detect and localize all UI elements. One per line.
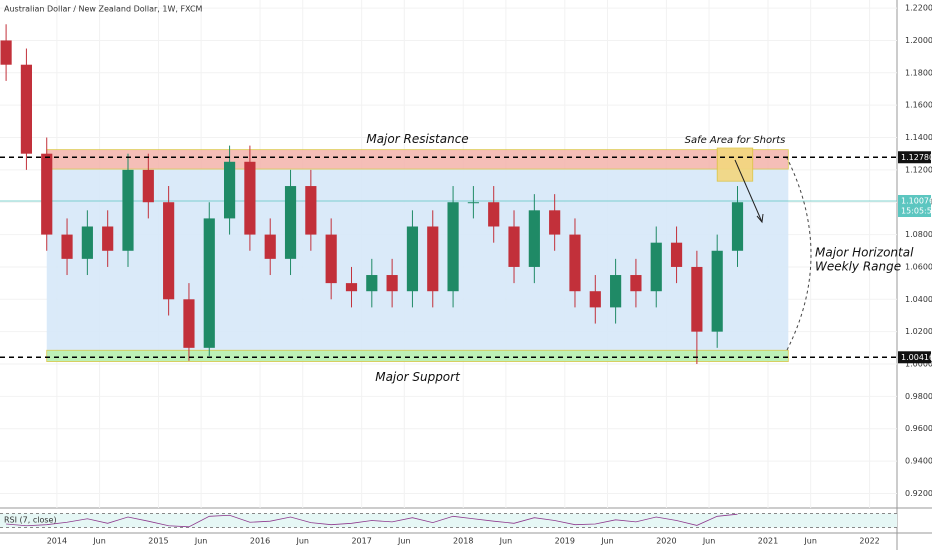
zone <box>46 349 789 362</box>
candle-body <box>366 275 378 292</box>
arrow <box>734 159 763 223</box>
zone-label: Safe Area for Shorts <box>685 135 786 146</box>
candle-body <box>244 161 256 235</box>
x-tick-label: 2022 <box>859 537 879 546</box>
candle-body <box>610 275 622 308</box>
candle-body <box>345 283 358 292</box>
x-tick-label: Jun <box>803 537 817 546</box>
x-tick-label: Jun <box>702 537 716 546</box>
zone <box>716 147 754 182</box>
y-tick-label: 1.18000 <box>905 68 932 77</box>
price-tag-label: 1.10076 <box>901 196 932 205</box>
candle-body <box>183 299 195 348</box>
price-tag <box>898 194 931 217</box>
candle-body <box>447 202 459 292</box>
candle-body <box>203 218 215 348</box>
range-arrow <box>786 157 812 351</box>
candle-body <box>427 226 439 292</box>
candle-body <box>488 202 500 227</box>
price-tag <box>898 351 931 364</box>
x-tick-label: 2021 <box>758 537 778 546</box>
candle-body <box>264 234 276 259</box>
candle-body <box>670 242 683 267</box>
candle-body <box>569 234 581 292</box>
price-tag <box>898 151 931 164</box>
x-tick-label: 2015 <box>148 537 168 546</box>
x-tick-label: Jun <box>600 537 614 546</box>
rsi-label: RSI (7, close) <box>4 516 57 525</box>
candle-body <box>508 226 520 267</box>
x-tick-label: 2018 <box>453 537 473 546</box>
candle-body <box>122 169 134 251</box>
y-tick-label: 0.92000 <box>905 489 932 498</box>
candle-body <box>467 202 479 204</box>
candle-body <box>630 275 642 292</box>
rsi-band <box>0 513 897 528</box>
zone-label: Major Support <box>375 370 461 384</box>
candle-body <box>284 186 297 259</box>
x-tick-label: 2016 <box>250 537 270 546</box>
y-tick-label: 1.22000 <box>905 4 932 13</box>
candle-body <box>691 266 703 332</box>
candle-body <box>20 64 32 154</box>
candle-body <box>711 250 723 332</box>
candle-body <box>325 234 337 284</box>
x-tick-label: 2017 <box>351 537 371 546</box>
candle-body <box>41 153 53 235</box>
candle-body <box>142 169 154 203</box>
y-tick-label: 1.04000 <box>905 295 932 304</box>
candle-body <box>386 275 398 292</box>
y-tick-label: 1.06000 <box>905 262 932 271</box>
candle-body <box>81 226 93 259</box>
y-tick-label: 1.08000 <box>905 230 932 239</box>
candle-body <box>406 226 419 292</box>
candle-body <box>731 202 744 251</box>
candle-body <box>0 40 12 65</box>
chart-title: Australian Dollar / New Zealand Dollar, … <box>4 5 203 14</box>
candle-body <box>163 202 175 300</box>
y-tick-label: 1.16000 <box>905 101 932 110</box>
y-tick-label: 1.14000 <box>905 133 932 142</box>
x-tick-label: Jun <box>499 537 513 546</box>
candle-body <box>102 226 114 251</box>
candle-body <box>305 186 317 235</box>
y-tick-label: 1.12000 <box>905 165 932 174</box>
candle-body <box>528 210 540 267</box>
x-tick-label: Jun <box>194 537 208 546</box>
zone <box>46 149 789 170</box>
candle-body <box>549 210 561 235</box>
y-tick-label: 1.20000 <box>905 36 932 45</box>
arrow-head <box>756 213 764 224</box>
price-tag-label: 1.12780 <box>901 153 932 162</box>
zone-label: Major Resistance <box>366 132 468 146</box>
price-tag-label: 1.00416 <box>901 353 932 362</box>
annotation: Weekly Range <box>815 260 901 274</box>
timer-label: 15:05:55 <box>901 206 932 215</box>
x-tick-label: Jun <box>397 537 411 546</box>
x-tick-label: Jun <box>92 537 106 546</box>
x-tick-label: Jun <box>295 537 309 546</box>
candle-body <box>223 161 236 219</box>
candle-body <box>650 242 662 292</box>
x-tick-label: 2019 <box>555 537 575 546</box>
x-tick-label: 2014 <box>47 537 67 546</box>
annotation: Major Horizontal <box>815 246 914 260</box>
x-tick-label: 2020 <box>656 537 676 546</box>
y-tick-label: 1.02000 <box>905 327 932 336</box>
candle-body <box>61 234 73 259</box>
rsi-line <box>6 513 738 528</box>
candle-body <box>589 291 601 308</box>
